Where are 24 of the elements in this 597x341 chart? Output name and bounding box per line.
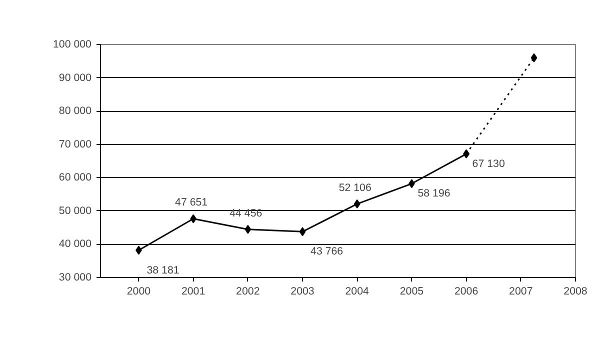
data-label: 47 651 xyxy=(175,196,208,209)
y-tick-label: 50 000 xyxy=(58,204,92,217)
y-tick-label: 30 000 xyxy=(58,272,92,284)
x-tick-label: 2006 xyxy=(454,286,478,298)
y-tick-label: 100 000 xyxy=(52,38,92,50)
x-tick-label: 2002 xyxy=(236,286,260,298)
x-tick-label: 2004 xyxy=(345,286,370,298)
x-tick-label: 2003 xyxy=(290,286,314,298)
y-tick-label: 90 000 xyxy=(58,72,92,84)
y-tick-label: 70 000 xyxy=(58,138,92,150)
data-label: 67 130 xyxy=(472,158,505,170)
data-label: 43 766 xyxy=(310,246,344,258)
y-tick-label: 80 000 xyxy=(58,105,92,118)
x-tick-label: 2008 xyxy=(564,286,588,298)
data-label: 58 196 xyxy=(418,188,450,200)
y-tick-label: 60 000 xyxy=(58,172,92,184)
data-label: 44 456 xyxy=(230,207,262,220)
x-tick-label: 2001 xyxy=(181,286,206,298)
x-tick-label: 2007 xyxy=(509,286,533,298)
y-tick-label: 40 000 xyxy=(58,238,92,250)
x-tick-label: 2005 xyxy=(400,286,424,298)
data-label: 52 106 xyxy=(338,182,372,194)
data-label: 38 181 xyxy=(146,264,180,276)
x-tick-label: 2000 xyxy=(126,286,151,298)
